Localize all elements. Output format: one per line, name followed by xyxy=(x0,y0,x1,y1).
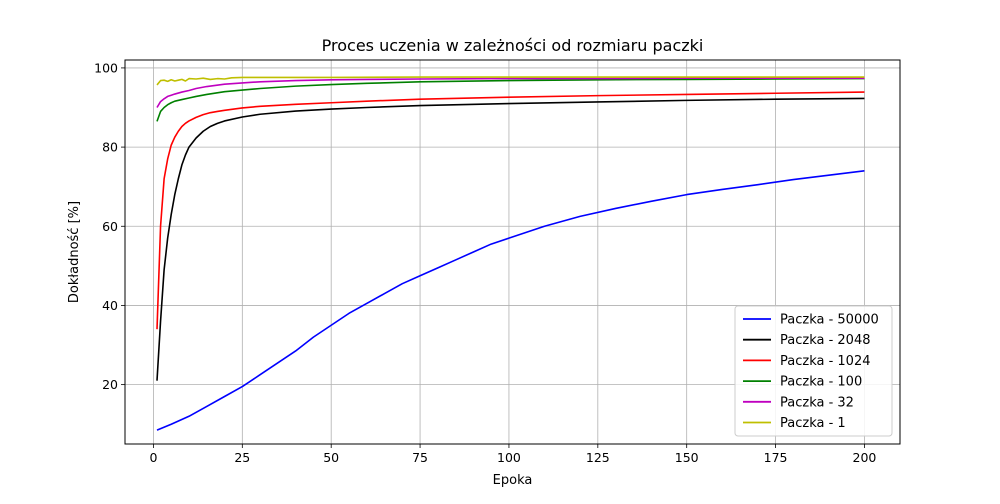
x-tick-label: 0 xyxy=(149,450,157,465)
legend-label: Paczka - 1 xyxy=(780,416,846,431)
x-tick-label: 125 xyxy=(586,450,610,465)
legend-box xyxy=(734,305,893,437)
y-tick-label: 60 xyxy=(102,219,118,234)
x-axis-label: Epoka xyxy=(493,473,533,488)
legend: Paczka - 50000 Paczka - 2048 Paczka - 1024… xyxy=(734,305,893,437)
x-tick-label: 50 xyxy=(323,450,339,465)
series-line-4 xyxy=(156,77,865,108)
series-line-3 xyxy=(156,77,865,122)
legend-label: Paczka - 2048 xyxy=(780,333,871,348)
series-line-2 xyxy=(156,91,865,330)
series-line-1 xyxy=(156,97,865,381)
legend-label: Paczka - 100 xyxy=(780,375,862,390)
x-tick-label: 200 xyxy=(853,450,877,465)
x-tick-label: 100 xyxy=(497,450,521,465)
series-line-0 xyxy=(156,170,865,431)
y-tick-label: 20 xyxy=(102,377,118,392)
x-tick-label: 75 xyxy=(412,450,428,465)
x-tick-label: 25 xyxy=(234,450,250,465)
y-axis-label: Dokładność [%] xyxy=(67,201,82,303)
legend-label: Paczka - 1024 xyxy=(780,354,871,369)
chart-title: Proces uczenia w zależności od rozmiaru … xyxy=(322,36,704,55)
x-tick-label: 150 xyxy=(675,450,699,465)
y-tick-label: 80 xyxy=(102,140,118,155)
x-tick-label: 175 xyxy=(764,450,788,465)
axis-ticks: 0 25 50 75 100 125 150 175 200 20 40 60 80 100 xyxy=(94,60,876,465)
plot-frame xyxy=(124,59,901,445)
legend-label: Paczka - 50000 xyxy=(780,313,879,328)
y-tick-label: 100 xyxy=(94,60,118,75)
series-line-5 xyxy=(156,76,865,86)
series-lines xyxy=(156,76,865,431)
y-tick-label: 40 xyxy=(102,298,118,313)
legend-label: Paczka - 32 xyxy=(780,395,854,410)
